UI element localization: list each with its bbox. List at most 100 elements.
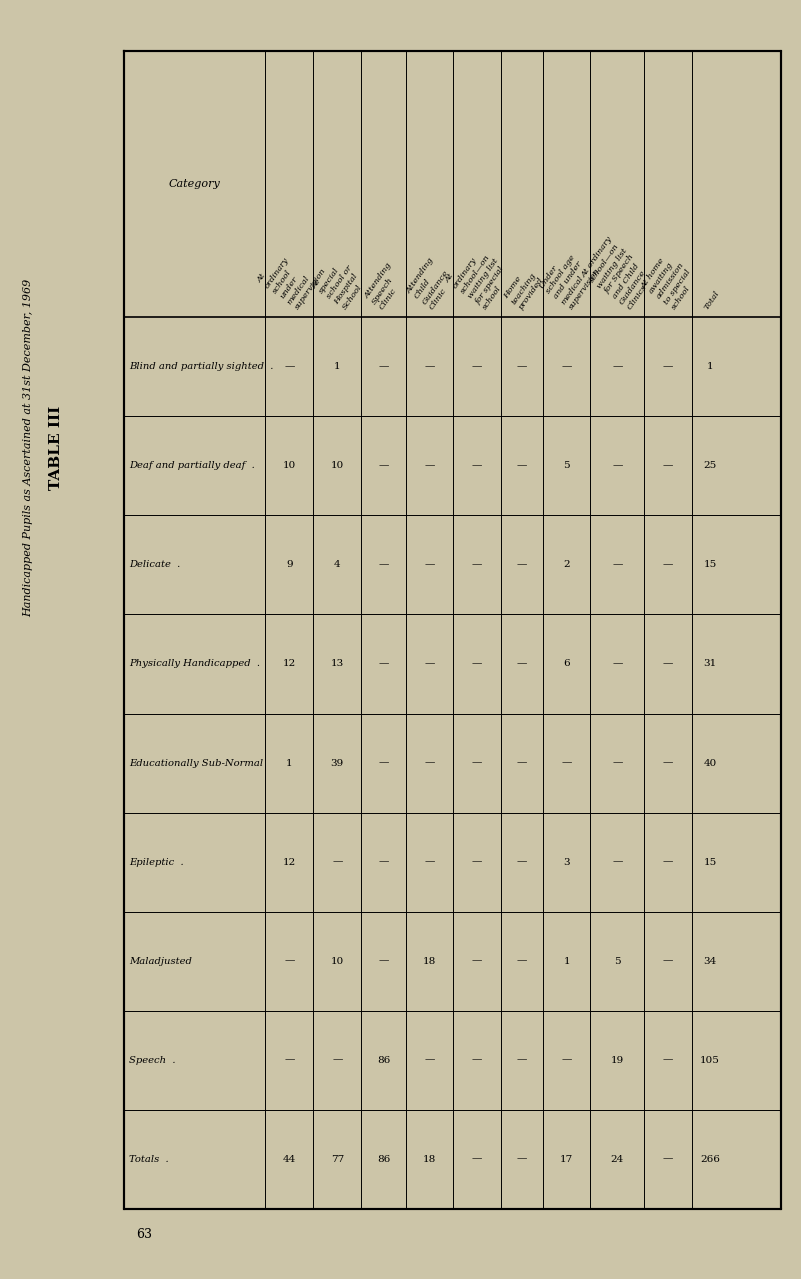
Text: 1: 1 bbox=[706, 362, 714, 371]
Text: 17: 17 bbox=[560, 1155, 574, 1164]
Text: —: — bbox=[472, 362, 482, 371]
Text: —: — bbox=[662, 957, 673, 966]
Text: —: — bbox=[517, 560, 527, 569]
Text: —: — bbox=[425, 660, 435, 669]
Text: —: — bbox=[425, 462, 435, 471]
Text: —: — bbox=[662, 857, 673, 867]
Text: 44: 44 bbox=[283, 1155, 296, 1164]
Text: —: — bbox=[472, 758, 482, 767]
Text: Total: Total bbox=[702, 289, 721, 311]
Text: 10: 10 bbox=[331, 957, 344, 966]
Text: —: — bbox=[425, 857, 435, 867]
Text: —: — bbox=[662, 462, 673, 471]
Text: —: — bbox=[472, 560, 482, 569]
Text: 12: 12 bbox=[283, 857, 296, 867]
Text: —: — bbox=[517, 957, 527, 966]
Text: Educationally Sub-Normal: Educationally Sub-Normal bbox=[129, 758, 263, 767]
Text: At home
awaiting
admission
to special
school: At home awaiting admission to special sc… bbox=[640, 251, 701, 311]
Text: —: — bbox=[662, 660, 673, 669]
Text: —: — bbox=[662, 1155, 673, 1164]
Text: Speech  .: Speech . bbox=[129, 1055, 175, 1064]
Text: At
ordinary
school—on
waiting list
for special
school: At ordinary school—on waiting list for s… bbox=[444, 242, 515, 311]
Text: Handicapped Pupils as Ascertained at 31st December, 1969: Handicapped Pupils as Ascertained at 31s… bbox=[23, 279, 33, 616]
Text: —: — bbox=[472, 957, 482, 966]
Text: —: — bbox=[425, 362, 435, 371]
Text: —: — bbox=[284, 957, 295, 966]
Text: —: — bbox=[378, 758, 388, 767]
Text: 2: 2 bbox=[564, 560, 570, 569]
Text: At
special
school or
Hospital
School: At special school or Hospital School bbox=[310, 253, 369, 311]
Text: 13: 13 bbox=[331, 660, 344, 669]
Text: 10: 10 bbox=[283, 462, 296, 471]
Text: 4: 4 bbox=[334, 560, 340, 569]
Text: Attending
Speech
Clinic: Attending Speech Clinic bbox=[363, 262, 409, 311]
Text: —: — bbox=[472, 1155, 482, 1164]
Text: 6: 6 bbox=[564, 660, 570, 669]
Text: —: — bbox=[517, 1155, 527, 1164]
Text: —: — bbox=[612, 660, 622, 669]
Text: —: — bbox=[517, 660, 527, 669]
Text: 12: 12 bbox=[283, 660, 296, 669]
Text: Delicate  .: Delicate . bbox=[129, 560, 180, 569]
Text: —: — bbox=[284, 362, 295, 371]
Text: —: — bbox=[517, 462, 527, 471]
Text: Totals  .: Totals . bbox=[129, 1155, 168, 1164]
Text: —: — bbox=[562, 362, 572, 371]
Text: Maladjusted: Maladjusted bbox=[129, 957, 191, 966]
Text: —: — bbox=[662, 560, 673, 569]
Text: 18: 18 bbox=[423, 957, 437, 966]
Text: 24: 24 bbox=[611, 1155, 624, 1164]
Text: —: — bbox=[425, 1055, 435, 1064]
Text: 10: 10 bbox=[331, 462, 344, 471]
Text: Attending
Child
Guidance
Clinic: Attending Child Guidance Clinic bbox=[405, 256, 458, 311]
Text: —: — bbox=[517, 857, 527, 867]
Text: —: — bbox=[612, 462, 622, 471]
Text: —: — bbox=[517, 1055, 527, 1064]
Text: —: — bbox=[472, 660, 482, 669]
Text: 3: 3 bbox=[564, 857, 570, 867]
Text: 9: 9 bbox=[286, 560, 292, 569]
Text: 86: 86 bbox=[377, 1155, 390, 1164]
Text: —: — bbox=[378, 957, 388, 966]
Text: —: — bbox=[332, 1055, 343, 1064]
Text: —: — bbox=[662, 758, 673, 767]
Text: —: — bbox=[612, 758, 622, 767]
Text: —: — bbox=[425, 758, 435, 767]
Text: 5: 5 bbox=[564, 462, 570, 471]
Text: 266: 266 bbox=[700, 1155, 720, 1164]
Text: —: — bbox=[612, 560, 622, 569]
Text: 1: 1 bbox=[564, 957, 570, 966]
Text: —: — bbox=[562, 1055, 572, 1064]
Text: —: — bbox=[332, 857, 343, 867]
Text: 1: 1 bbox=[286, 758, 292, 767]
Text: 19: 19 bbox=[611, 1055, 624, 1064]
Text: 86: 86 bbox=[377, 1055, 390, 1064]
Text: Epileptic  .: Epileptic . bbox=[129, 857, 183, 867]
Text: Blind and partially sighted  .: Blind and partially sighted . bbox=[129, 362, 273, 371]
Text: 31: 31 bbox=[703, 660, 717, 669]
Text: At
ordinary
school
under
medical
supervision: At ordinary school under medical supervi… bbox=[256, 240, 328, 311]
Text: —: — bbox=[425, 560, 435, 569]
Text: Under
school age
and under
medical
supervision: Under school age and under medical super… bbox=[537, 246, 602, 311]
Text: —: — bbox=[472, 462, 482, 471]
Text: —: — bbox=[662, 1055, 673, 1064]
Text: —: — bbox=[378, 560, 388, 569]
Text: —: — bbox=[562, 758, 572, 767]
Text: 39: 39 bbox=[331, 758, 344, 767]
Text: 18: 18 bbox=[423, 1155, 437, 1164]
Text: 25: 25 bbox=[703, 462, 717, 471]
Text: 1: 1 bbox=[334, 362, 340, 371]
Text: —: — bbox=[517, 758, 527, 767]
Text: —: — bbox=[378, 462, 388, 471]
Text: Deaf and partially deaf  .: Deaf and partially deaf . bbox=[129, 462, 255, 471]
Text: 34: 34 bbox=[703, 957, 717, 966]
Text: 15: 15 bbox=[703, 560, 717, 569]
Text: TABLE III: TABLE III bbox=[49, 405, 63, 490]
Text: —: — bbox=[378, 660, 388, 669]
Text: 105: 105 bbox=[700, 1055, 720, 1064]
Text: —: — bbox=[612, 362, 622, 371]
Text: —: — bbox=[472, 857, 482, 867]
Text: Home
teaching
provided: Home teaching provided bbox=[502, 265, 545, 311]
Text: —: — bbox=[378, 362, 388, 371]
Text: 5: 5 bbox=[614, 957, 621, 966]
